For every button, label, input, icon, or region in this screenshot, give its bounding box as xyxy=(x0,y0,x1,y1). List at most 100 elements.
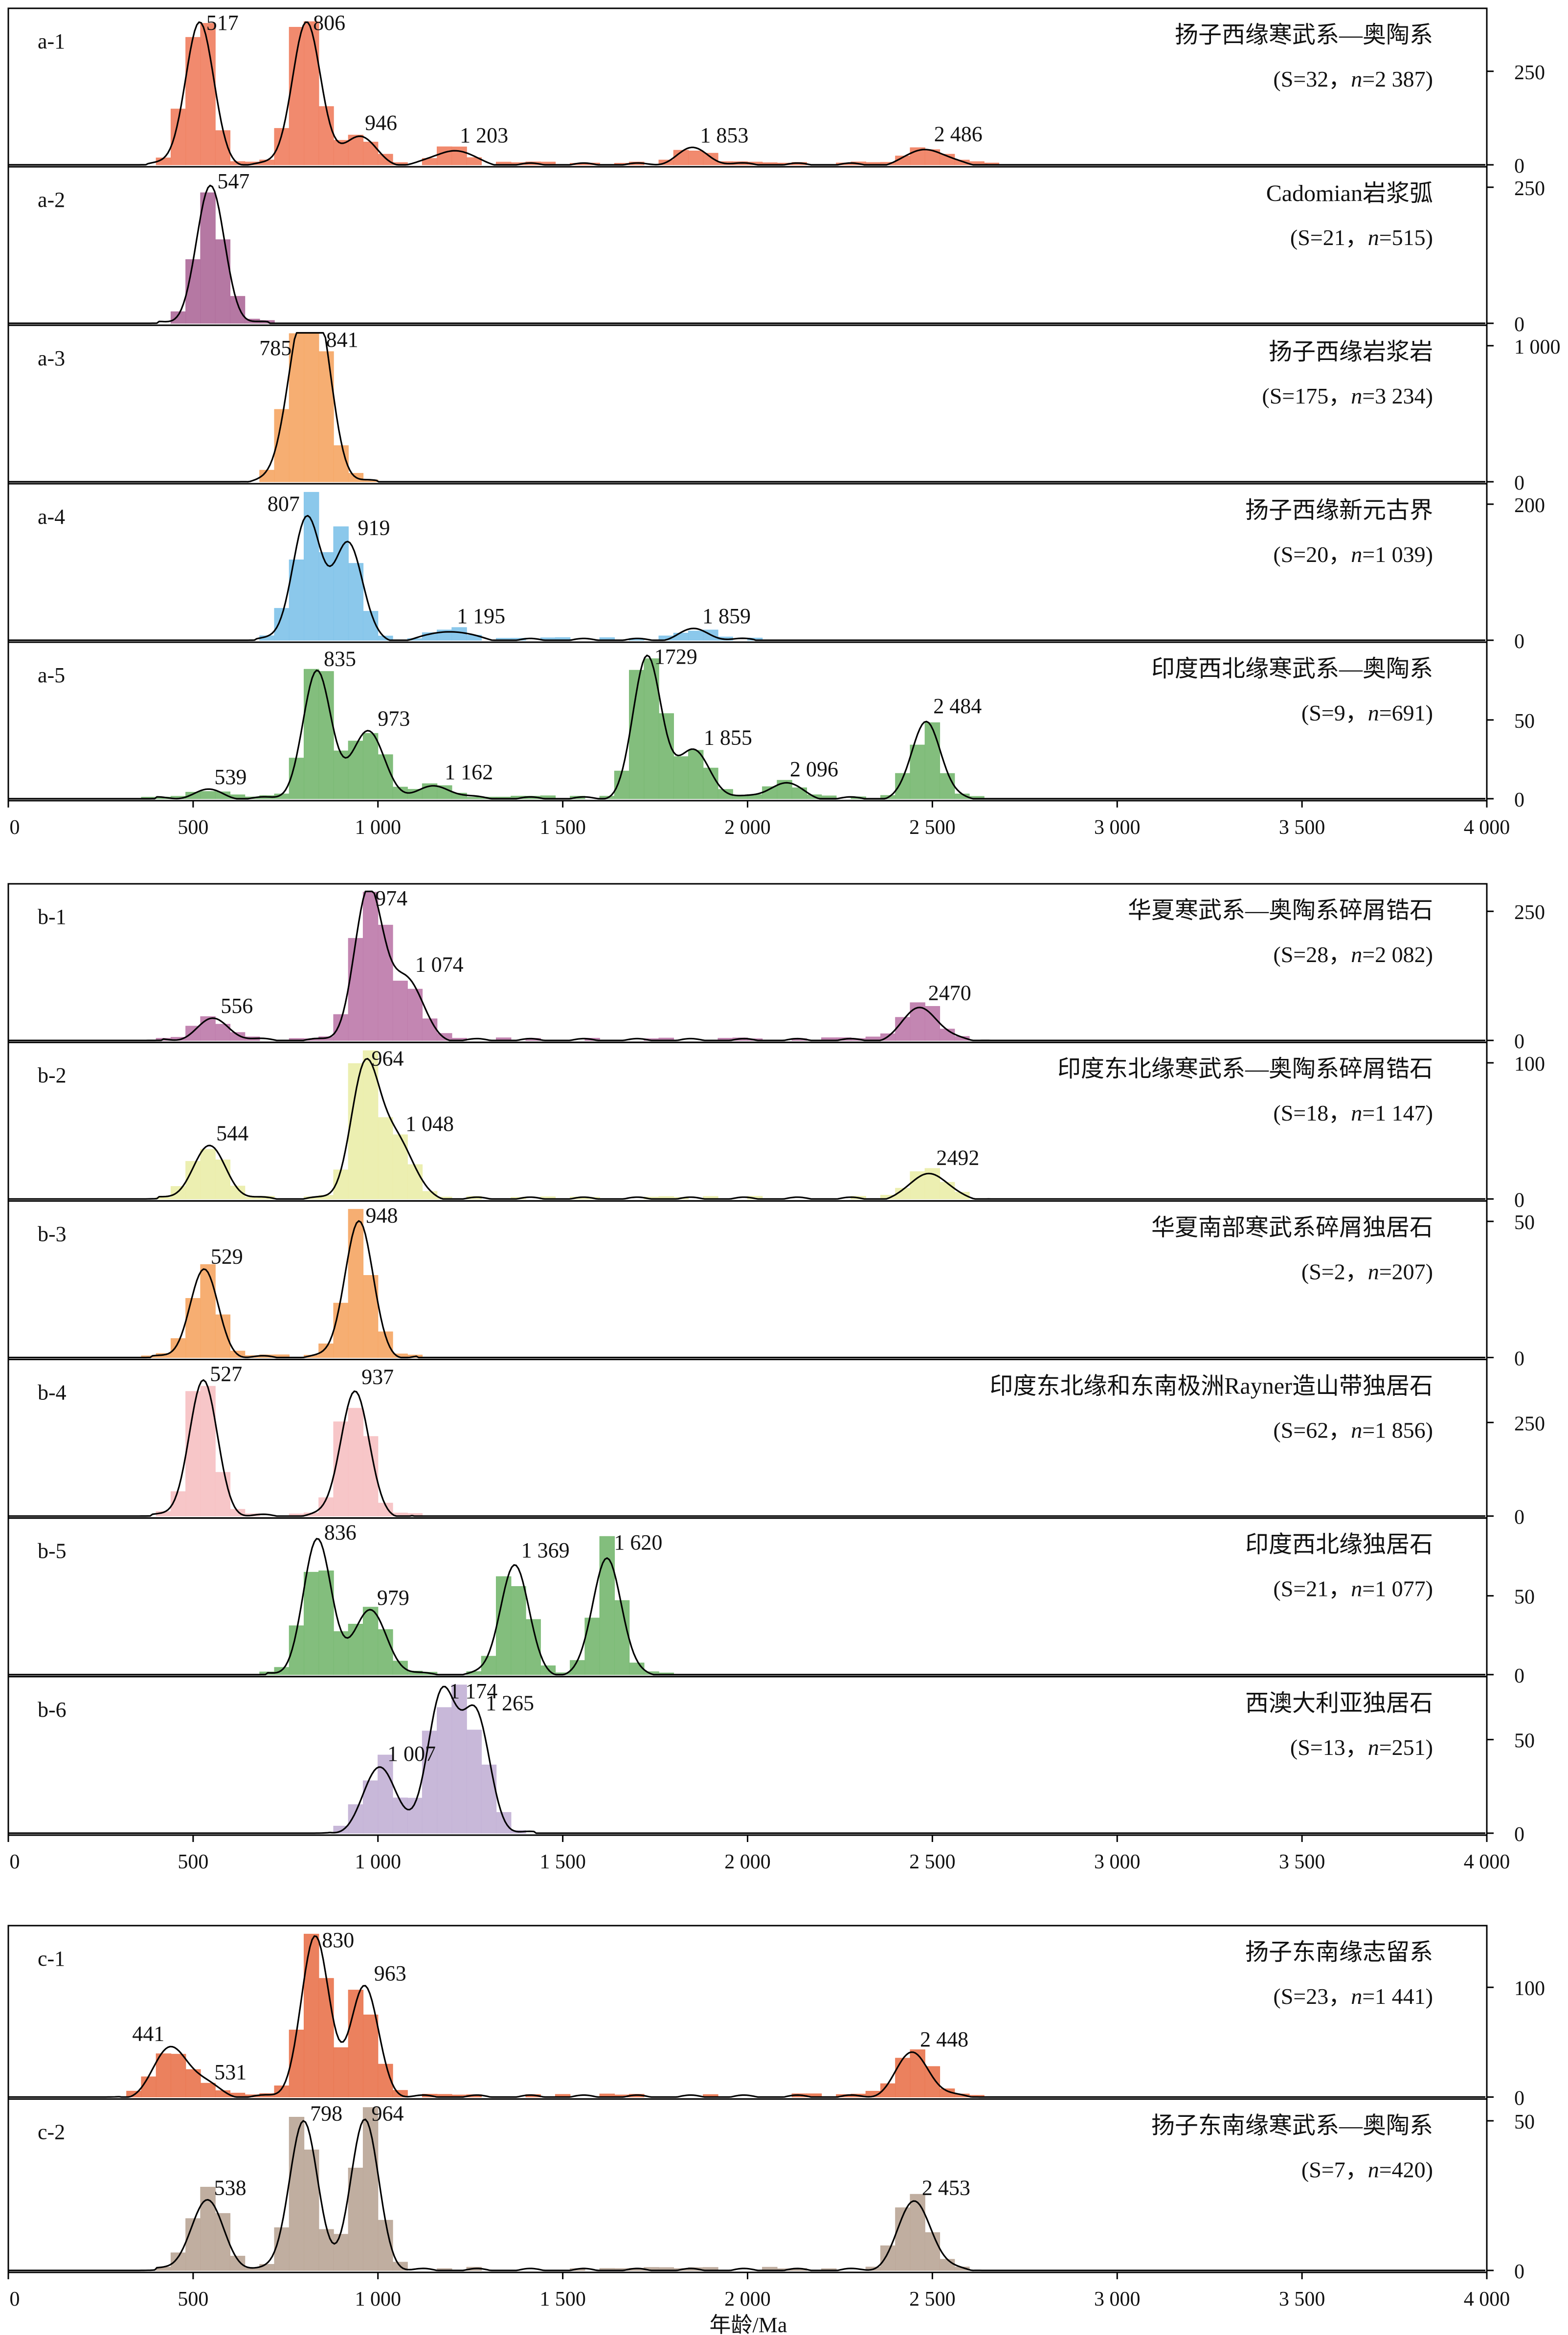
histogram-bar xyxy=(378,1117,393,1199)
histogram-bar xyxy=(422,1730,438,1834)
y-tick-label: 0 xyxy=(1514,1665,1524,1687)
histogram-bar xyxy=(422,1018,438,1041)
panel-title: 印度东北缘和东南极洲Rayner造山带独居石 xyxy=(989,1373,1433,1399)
histogram-bar xyxy=(703,153,718,165)
peak-label: 973 xyxy=(378,707,410,731)
kde-curve xyxy=(8,2118,1485,2271)
panel-stats: (S=18，n=1 147) xyxy=(1273,1100,1433,1125)
histogram-bar xyxy=(437,1033,452,1041)
peak-label: 964 xyxy=(372,1046,404,1070)
histogram-bar xyxy=(348,741,364,799)
histogram-bar xyxy=(318,552,334,641)
panel-label: c-1 xyxy=(38,1947,65,1971)
histogram-bar xyxy=(599,1536,615,1675)
x-axis-c: 0 500 1 000 1 500 2 000 2 500 3 000 3 500 4 000 xyxy=(7,2271,1510,2311)
x-axis-a: 0 500 1 000 1 500 2 000 2 500 3 000 3 500 4 000 xyxy=(7,800,1510,839)
x-axis-b: 0 500 1 000 1 500 2 000 2 500 3 000 3 500 4 000 xyxy=(7,1834,1510,1873)
x-axis-title: 年龄/Ma xyxy=(710,2313,787,2335)
panel-label: c-2 xyxy=(38,2120,65,2144)
kde-curve xyxy=(8,1935,1485,2098)
peak-label: 1 620 xyxy=(614,1530,662,1554)
histogram-bar xyxy=(348,1623,364,1675)
histogram-bar xyxy=(954,1191,970,1199)
histogram-bar xyxy=(688,750,704,799)
x-tick-label: 2 500 xyxy=(909,816,956,839)
histogram-bar xyxy=(392,981,408,1041)
histogram-bar xyxy=(939,773,955,799)
histogram xyxy=(156,892,970,1041)
panel-label: b-3 xyxy=(38,1222,67,1246)
histogram-bar xyxy=(318,351,334,482)
y-tick-label: 50 xyxy=(1514,1730,1535,1752)
panel-label: a-4 xyxy=(38,505,65,529)
histogram-bar xyxy=(451,627,467,641)
histogram-bar xyxy=(200,2083,216,2098)
peak-label: 948 xyxy=(365,1203,398,1227)
histogram-bar xyxy=(791,787,807,799)
peak-label: 785 xyxy=(259,336,291,360)
histogram-bar xyxy=(170,1186,186,1199)
peak-label: 2470 xyxy=(928,981,971,1005)
histogram-bar xyxy=(348,1804,364,1834)
histogram-bar xyxy=(200,1016,216,1041)
histogram-bar xyxy=(289,27,305,165)
histogram-bar xyxy=(156,2053,172,2098)
histogram-bar xyxy=(185,1026,201,1041)
histogram-bar xyxy=(170,311,186,324)
histogram-bar xyxy=(229,296,246,324)
histogram-bar xyxy=(348,1408,364,1517)
x-tick-label: 2 500 xyxy=(909,2288,956,2311)
histogram-bar xyxy=(466,157,482,165)
kde-curve xyxy=(8,1538,1485,1676)
peak-label: 441 xyxy=(132,2022,164,2046)
x-tick-label: 2 500 xyxy=(909,1851,956,1873)
y-tick-label: 50 xyxy=(1514,710,1535,733)
panel-label: b-2 xyxy=(38,1063,67,1087)
peak-label: 529 xyxy=(211,1244,243,1268)
histogram-bar xyxy=(629,1662,645,1675)
x-tick-label: 2 000 xyxy=(724,2288,771,2311)
histogram-bar xyxy=(717,789,733,799)
histogram-bar xyxy=(614,770,630,799)
x-tick-label: 4 000 xyxy=(1464,2288,1510,2311)
x-tick-label: 1 500 xyxy=(539,1851,586,1873)
histogram-bar xyxy=(200,192,216,324)
panel-stats: (S=2，n=207) xyxy=(1301,1259,1433,1284)
histogram-bar xyxy=(185,259,201,324)
kde-curve xyxy=(8,1379,1485,1517)
panel-title: 扬子西缘寒武系—奥陶系 xyxy=(1175,22,1433,48)
panel-title: 印度西北缘独居石 xyxy=(1245,1532,1433,1558)
histogram-bar xyxy=(333,526,349,641)
panel-b-2: b-2 印度东北缘寒武系—奥陶系碎屑锆石 (S=18，n=1 147) 0 100 544… xyxy=(7,1041,1545,1212)
histogram-bar xyxy=(437,1707,452,1834)
histogram-bar xyxy=(303,333,319,482)
peak-label: 2 448 xyxy=(920,2027,968,2051)
histogram-bar xyxy=(466,1729,482,1834)
histogram xyxy=(126,1933,985,2098)
peak-label: 830 xyxy=(322,1928,354,1952)
histogram-bar xyxy=(348,1990,364,2098)
kde-curve xyxy=(8,21,1485,166)
x-tick-label: 3 000 xyxy=(1094,816,1141,839)
histogram-bar xyxy=(348,1063,364,1199)
histogram-bar xyxy=(215,239,231,324)
x-tick-label: 500 xyxy=(178,1851,208,1873)
histogram-bar xyxy=(318,2229,334,2271)
peak-label: 517 xyxy=(206,11,239,35)
y-tick-label: 250 xyxy=(1514,1413,1545,1435)
histogram-bar xyxy=(303,1572,319,1675)
histogram-bar xyxy=(910,1171,925,1199)
histogram-bar xyxy=(481,1764,497,1834)
peak-label: 1 265 xyxy=(486,1691,534,1715)
panel-b-3: b-3 华夏南部寒武系碎屑独居石 (S=2，n=207) 0 50 529 948 xyxy=(7,1200,1535,1370)
y-tick-label: 100 xyxy=(1514,1053,1545,1076)
x-tick-label: 2 000 xyxy=(724,1851,771,1873)
peak-label: 1 369 xyxy=(521,1538,570,1562)
x-tick-label: 1 500 xyxy=(539,816,586,839)
histogram-bar xyxy=(289,2116,305,2271)
histogram-bar xyxy=(451,1684,467,1834)
histogram-bar xyxy=(362,2014,379,2098)
histogram-bar xyxy=(333,750,349,799)
y-tick-label: 0 xyxy=(1514,1506,1524,1529)
